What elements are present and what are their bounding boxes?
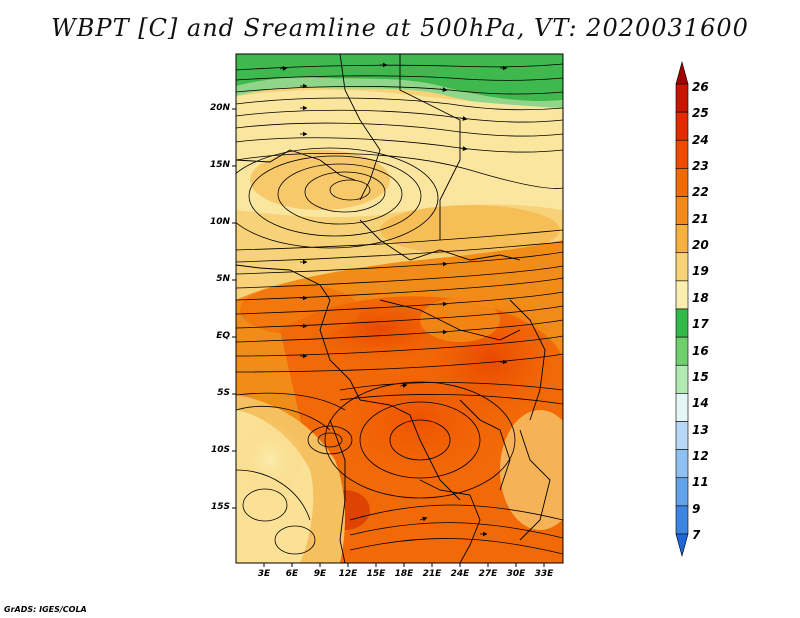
lat-label: 5S: [217, 388, 230, 398]
colorbar-label: 26: [692, 80, 709, 94]
colorbar-label: 23: [692, 159, 709, 174]
colorbar-segment: [675, 449, 689, 479]
lon-label: 33E: [534, 569, 554, 579]
colorbar-segment: [675, 196, 689, 225]
colorbar-label: 25: [692, 106, 709, 121]
colorbar-label: 12: [692, 448, 709, 463]
colorbar-label: 17: [692, 317, 709, 332]
colorbar-segment: [675, 336, 689, 366]
map-title: WBPT [C] and Sreamline at 500hPa, VT: 20…: [51, 14, 749, 42]
colorbar-segment: [675, 393, 689, 422]
colorbar-segment: [675, 83, 689, 113]
colorbar-segment: [675, 421, 689, 450]
lat-label: 10N: [209, 217, 230, 227]
colorbar-segment: [675, 111, 689, 141]
colorbar-label: 16: [692, 343, 709, 358]
lat-label: 20N: [209, 103, 230, 113]
colorbar-segment: [675, 505, 689, 535]
lon-label: 12E: [338, 569, 358, 579]
lon-ticks: [263, 563, 545, 567]
colorbar-bottom-arrow: [675, 533, 689, 558]
colorbar: [675, 60, 689, 558]
colorbar-segment: [675, 168, 689, 197]
colorbar-top-arrow: [675, 60, 689, 85]
lat-ticks: [232, 108, 236, 509]
colorbar-label: 11: [692, 475, 709, 490]
colorbar-label: 7: [692, 528, 701, 542]
colorbar-segment: [675, 224, 689, 254]
credit-text: GrADS: IGES/COLA: [4, 605, 87, 614]
colorbar-label: 15: [692, 369, 709, 384]
colorbar-segment: [675, 477, 689, 507]
lon-label: 21E: [422, 569, 442, 579]
lon-label: 15E: [366, 569, 386, 579]
lon-label: 9E: [313, 569, 327, 579]
lat-label: EQ: [216, 331, 230, 341]
colorbar-segment: [675, 308, 689, 338]
colorbar-label: 22: [692, 185, 709, 200]
country-borders: [236, 54, 551, 563]
lat-label: 10S: [210, 445, 230, 455]
colorbar-label: 20: [692, 238, 709, 253]
lon-label: 6E: [285, 569, 299, 579]
lon-label: 30E: [506, 569, 526, 579]
streamline-arrows: [279, 62, 508, 537]
lon-label: 27E: [478, 569, 498, 579]
streamlines: [236, 63, 563, 555]
colorbar-segment: [675, 280, 689, 310]
colorbar-label: 21: [692, 211, 709, 226]
colorbar-label: 13: [692, 422, 709, 437]
map-frame: [235, 53, 564, 564]
colorbar-label: 19: [692, 264, 709, 279]
wbpt-shading: [236, 54, 563, 563]
lat-label: 15S: [210, 502, 230, 512]
colorbar-segment: [675, 364, 689, 394]
lat-label: 15N: [209, 160, 230, 170]
colorbar-segment: [675, 252, 689, 282]
lon-label: 18E: [394, 569, 414, 579]
lat-label: 5N: [216, 274, 230, 284]
colorbar-label: 24: [692, 132, 709, 147]
colorbar-segment: [675, 139, 689, 169]
lon-label: 24E: [450, 569, 470, 579]
colorbar-label: 18: [692, 290, 709, 305]
colorbar-label: 14: [692, 396, 709, 411]
colorbar-label: 9: [692, 501, 701, 516]
lon-label: 3E: [257, 569, 271, 579]
